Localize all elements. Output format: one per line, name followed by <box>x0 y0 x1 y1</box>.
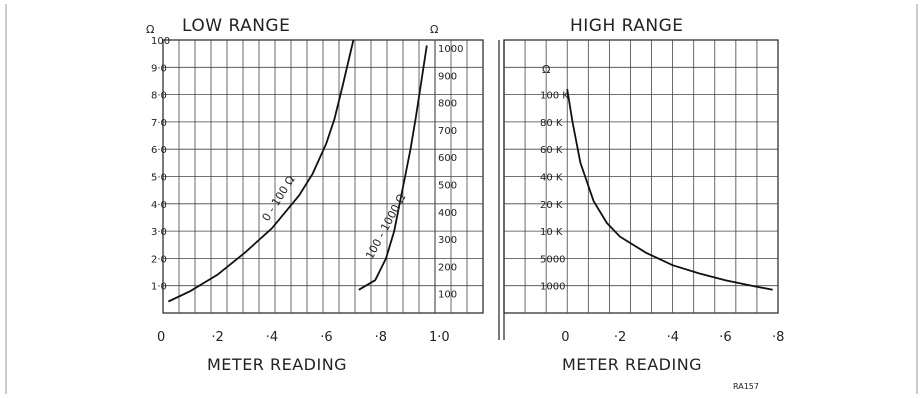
high-range-x-tick-label: ·6 <box>719 330 731 345</box>
low-range-grid <box>162 39 484 314</box>
low-range-y-unit: Ω <box>146 23 154 36</box>
reference-code: RA157 <box>733 382 759 391</box>
high-range-x-tick-label: 0 <box>561 330 569 345</box>
high-range-x-tick-label: ·2 <box>614 330 626 345</box>
low-range-series: 0 - 100 Ω 100 - 1000 Ω <box>168 39 428 303</box>
high-range-x-tick-label: ·4 <box>667 330 679 345</box>
low-range-y2-tick-label: 400 <box>438 208 457 219</box>
low-range-series-0-100 <box>168 39 355 303</box>
low-range-y-tick-label: 3·0 <box>151 227 167 238</box>
low-range-y-tick-label: 8·0 <box>151 91 167 102</box>
low-range-y2-tick-label: 100 <box>438 290 457 301</box>
high-range-y-tick-label: 100 K <box>540 91 569 102</box>
high-range-y-ticks: 1000 5000 10 K 20 K 40 K 60 K 80 K 100 K <box>540 91 569 293</box>
low-range-y-tick-label: 9·0 <box>151 63 167 74</box>
low-range-y-tick-label: 1·0 <box>151 282 167 293</box>
high-range-chart: 1000 5000 10 K 20 K 40 K 60 K 80 K 100 K 0 ·2 ·4 ·… <box>503 16 784 374</box>
low-range-y2-tick-label: 800 <box>438 99 457 110</box>
low-range-y2-tick-label: 500 <box>438 181 457 192</box>
low-range-y2-tick-label: 300 <box>438 235 457 246</box>
high-range-series <box>566 88 773 291</box>
low-range-y2-unit: Ω <box>430 23 438 36</box>
high-range-y-tick-label: 40 K <box>540 173 563 184</box>
high-range-x-ticks: 0 ·2 ·4 ·6 ·8 <box>561 330 784 345</box>
high-range-y-tick-label: 10 K <box>540 227 563 238</box>
low-range-x-label: METER READING <box>207 355 347 374</box>
high-range-x-label: METER READING <box>562 355 702 374</box>
low-range-y-tick-label: 2·0 <box>151 254 167 265</box>
low-range-y2-tick-label: 200 <box>438 262 457 273</box>
high-range-y-tick-label: 1000 <box>540 282 565 293</box>
low-range-x-tick-label: ·2 <box>211 330 223 345</box>
low-range-x-tick-label: ·8 <box>375 330 387 345</box>
high-range-x-tick-label: ·8 <box>772 330 784 345</box>
high-range-grid <box>503 39 779 314</box>
high-range-y-tick-label: 20 K <box>540 200 563 211</box>
low-range-x-tick-label: ·6 <box>320 330 332 345</box>
series-label-0-100: 0 - 100 Ω <box>260 174 298 224</box>
low-range-x-tick-label: 1·0 <box>429 330 450 345</box>
low-range-y-tick-label: 6·0 <box>151 145 167 156</box>
high-range-y-tick-label: 60 K <box>540 145 563 156</box>
series-label-100-1000: 100 - 1000 Ω <box>363 192 408 262</box>
high-range-y-unit: Ω <box>542 63 550 76</box>
high-range-y-tick-label: 80 K <box>540 118 563 129</box>
low-range-x-tick-label: ·4 <box>266 330 278 345</box>
high-range-title: HIGH RANGE <box>570 16 684 36</box>
low-range-y2-tick-label: 600 <box>438 153 457 164</box>
low-range-y-tick-label: 5·0 <box>151 173 167 184</box>
low-range-y2-ticks: 100 200 300 400 500 600 700 800 900 1000 <box>438 44 463 301</box>
low-range-title: LOW RANGE <box>182 16 290 36</box>
high-range-y-tick-label: 5000 <box>540 254 565 265</box>
low-range-x-ticks: 0 ·2 ·4 ·6 ·8 1·0 <box>157 330 450 345</box>
low-range-x-tick-label: 0 <box>157 330 165 345</box>
low-range-chart: 1·0 2·0 3·0 4·0 5·0 6·0 7·0 8·0 9·0 100 100 200 300… <box>146 16 484 374</box>
high-range-series <box>566 88 773 291</box>
low-range-series-100-1000 <box>358 45 428 291</box>
low-range-y-tick-label: 4·0 <box>151 200 167 211</box>
low-range-y2-tick-label: 700 <box>438 126 457 137</box>
low-range-y-ticks: 1·0 2·0 3·0 4·0 5·0 6·0 7·0 8·0 9·0 100 <box>151 36 170 293</box>
low-range-y2-tick-label: 900 <box>438 71 457 82</box>
low-range-y-tick-label: 100 <box>151 36 170 47</box>
low-range-y-tick-label: 7·0 <box>151 118 167 129</box>
low-range-y2-tick-label: 1000 <box>438 44 463 55</box>
